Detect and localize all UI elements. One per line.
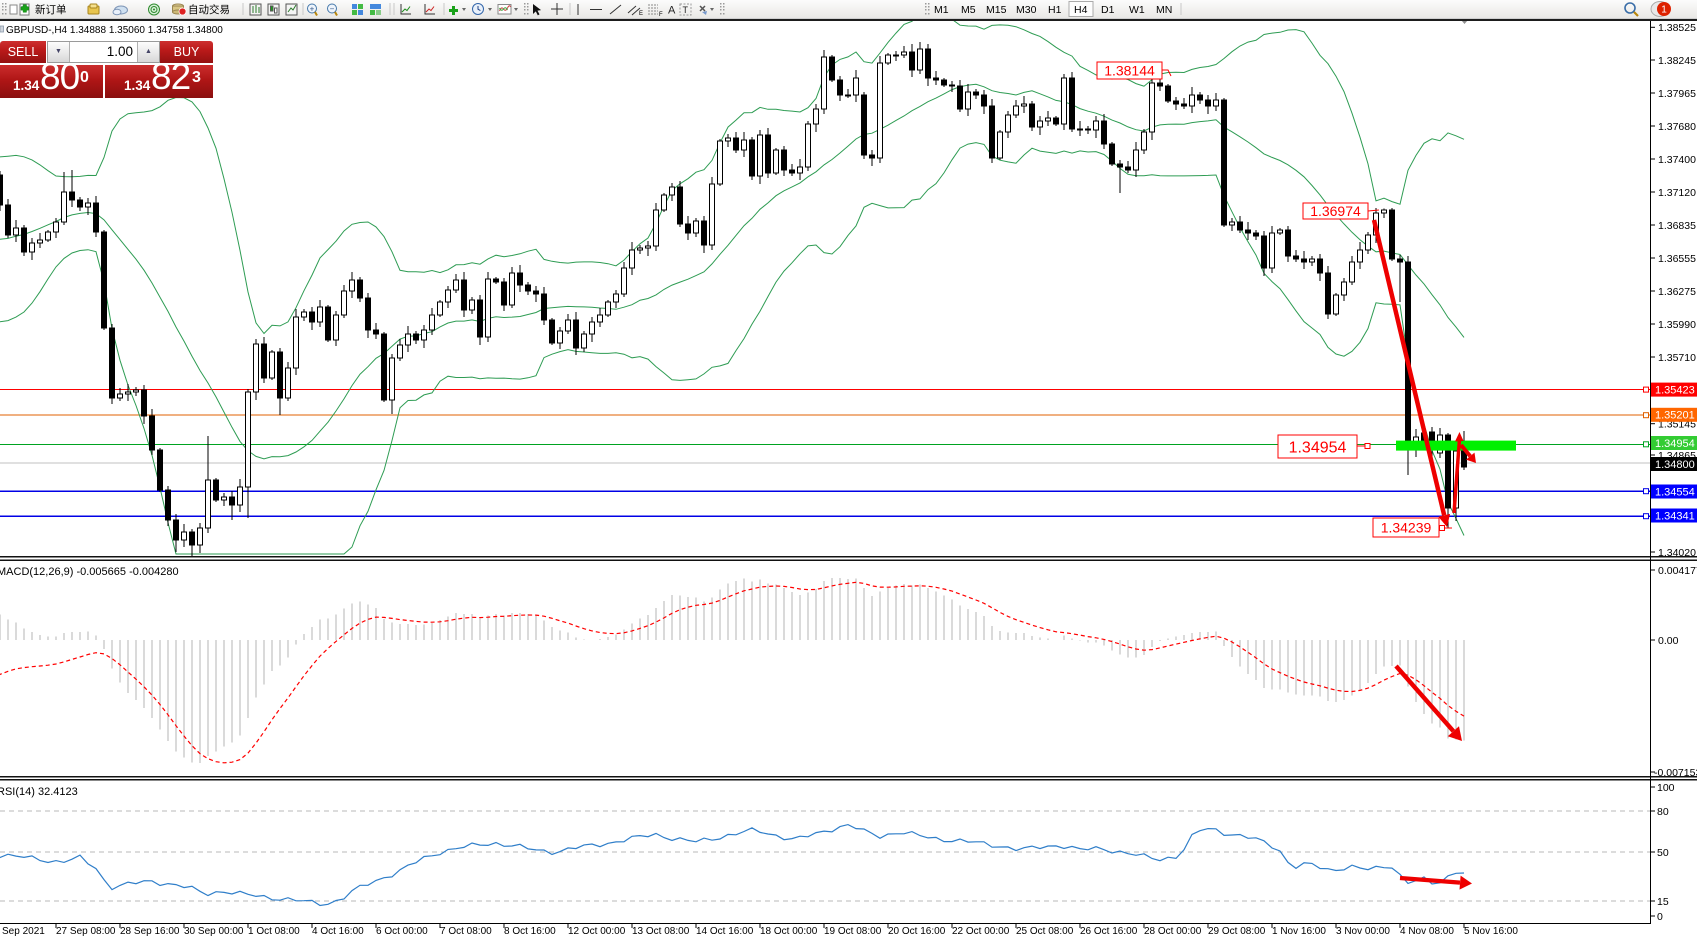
svg-text:25 Oct 08:00: 25 Oct 08:00 [1016, 926, 1074, 937]
svg-text:28 Oct 00:00: 28 Oct 00:00 [1144, 926, 1202, 937]
svg-text:+: + [310, 5, 315, 14]
svg-text:5 Nov 16:00: 5 Nov 16:00 [1464, 926, 1518, 937]
svg-text:M15: M15 [986, 4, 1007, 16]
svg-text:1.38245: 1.38245 [1658, 55, 1696, 67]
svg-text:27 Sep 08:00: 27 Sep 08:00 [56, 926, 116, 937]
svg-text:1.37965: 1.37965 [1658, 88, 1696, 100]
svg-text:0: 0 [1657, 911, 1663, 923]
svg-text:1.34954: 1.34954 [1655, 438, 1695, 450]
svg-text:20 Oct 16:00: 20 Oct 16:00 [888, 926, 946, 937]
svg-text:80: 80 [1657, 806, 1669, 818]
svg-text:RSI(14) 32.4123: RSI(14) 32.4123 [0, 786, 78, 798]
svg-text:1.35710: 1.35710 [1658, 352, 1696, 364]
svg-text:1.35423: 1.35423 [1655, 384, 1695, 396]
svg-text:19 Oct 08:00: 19 Oct 08:00 [824, 926, 882, 937]
svg-text:50: 50 [1657, 847, 1669, 859]
svg-text:E: E [639, 11, 643, 17]
svg-text:H4: H4 [1074, 4, 1088, 16]
svg-text:1.34954: 1.34954 [1289, 439, 1347, 456]
svg-text:1.34239: 1.34239 [1381, 520, 1432, 536]
svg-text:-0.007153: -0.007153 [1654, 767, 1697, 779]
svg-text:H1: H1 [1048, 4, 1062, 16]
svg-text:1.34554: 1.34554 [1655, 486, 1695, 498]
svg-text:1.38144: 1.38144 [1104, 63, 1155, 79]
svg-text:1.34800: 1.34800 [1655, 459, 1695, 471]
svg-text:M30: M30 [1016, 4, 1037, 16]
svg-text:新订单: 新订单 [35, 3, 67, 16]
svg-text:A: A [668, 5, 676, 17]
svg-text:M1: M1 [934, 4, 949, 16]
svg-text:T: T [683, 5, 689, 15]
svg-text:100: 100 [1657, 782, 1675, 794]
svg-text:18 Oct 00:00: 18 Oct 00:00 [760, 926, 818, 937]
svg-text:1.37400: 1.37400 [1658, 154, 1696, 166]
svg-text:15: 15 [1657, 896, 1669, 908]
svg-text:1.34020: 1.34020 [1658, 547, 1696, 559]
svg-text:0.004177: 0.004177 [1658, 565, 1697, 577]
svg-text:29 Oct 08:00: 29 Oct 08:00 [1208, 926, 1266, 937]
svg-text:−: − [330, 5, 335, 14]
svg-text:8 Oct 16:00: 8 Oct 16:00 [504, 926, 556, 937]
svg-text:6 Oct 00:00: 6 Oct 00:00 [376, 926, 428, 937]
svg-text:1.36835: 1.36835 [1658, 220, 1696, 232]
svg-text:7 Oct 08:00: 7 Oct 08:00 [440, 926, 492, 937]
svg-text:1.37680: 1.37680 [1658, 121, 1696, 133]
svg-text:1.37120: 1.37120 [1658, 187, 1696, 199]
svg-text:22 Oct 00:00: 22 Oct 00:00 [952, 926, 1010, 937]
svg-text:1 Oct 08:00: 1 Oct 08:00 [248, 926, 300, 937]
svg-text:12 Oct 00:00: 12 Oct 00:00 [568, 926, 626, 937]
svg-text:1.36555: 1.36555 [1658, 253, 1696, 265]
svg-text:30 Sep 00:00: 30 Sep 00:00 [184, 926, 244, 937]
svg-text:自动交易: 自动交易 [188, 3, 230, 16]
svg-text:14 Oct 16:00: 14 Oct 16:00 [696, 926, 754, 937]
svg-text:28 Sep 16:00: 28 Sep 16:00 [120, 926, 180, 937]
svg-text:GBPUSD-,H4 1.34888 1.35060 1.: GBPUSD-,H4 1.34888 1.35060 1.34758 1.348… [6, 25, 223, 36]
svg-text:1.36275: 1.36275 [1658, 286, 1696, 298]
svg-text:1.36974: 1.36974 [1310, 203, 1361, 219]
svg-text:13 Oct 08:00: 13 Oct 08:00 [632, 926, 690, 937]
svg-text:4 Nov 08:00: 4 Nov 08:00 [1400, 926, 1454, 937]
svg-text:MACD(12,26,9) -0.005665 -0.004: MACD(12,26,9) -0.005665 -0.004280 [0, 566, 179, 578]
svg-text:0.00: 0.00 [1658, 635, 1679, 647]
svg-text:1.38525: 1.38525 [1658, 22, 1696, 34]
svg-text:3 Nov 00:00: 3 Nov 00:00 [1336, 926, 1390, 937]
svg-text:4 Oct 16:00: 4 Oct 16:00 [312, 926, 364, 937]
svg-text:D1: D1 [1101, 4, 1115, 16]
svg-text:1.35990: 1.35990 [1658, 319, 1696, 331]
svg-text:1: 1 [1661, 5, 1667, 16]
svg-text:Sep 2021: Sep 2021 [2, 926, 45, 937]
svg-text:W1: W1 [1129, 4, 1145, 16]
svg-text:1.34341: 1.34341 [1655, 510, 1695, 522]
svg-text:26 Oct 16:00: 26 Oct 16:00 [1080, 926, 1138, 937]
svg-text:MN: MN [1156, 4, 1172, 16]
svg-text:1 Nov 16:00: 1 Nov 16:00 [1272, 926, 1326, 937]
svg-text:F: F [659, 12, 663, 18]
svg-text:M5: M5 [961, 4, 976, 16]
svg-text:1.35201: 1.35201 [1655, 410, 1695, 422]
